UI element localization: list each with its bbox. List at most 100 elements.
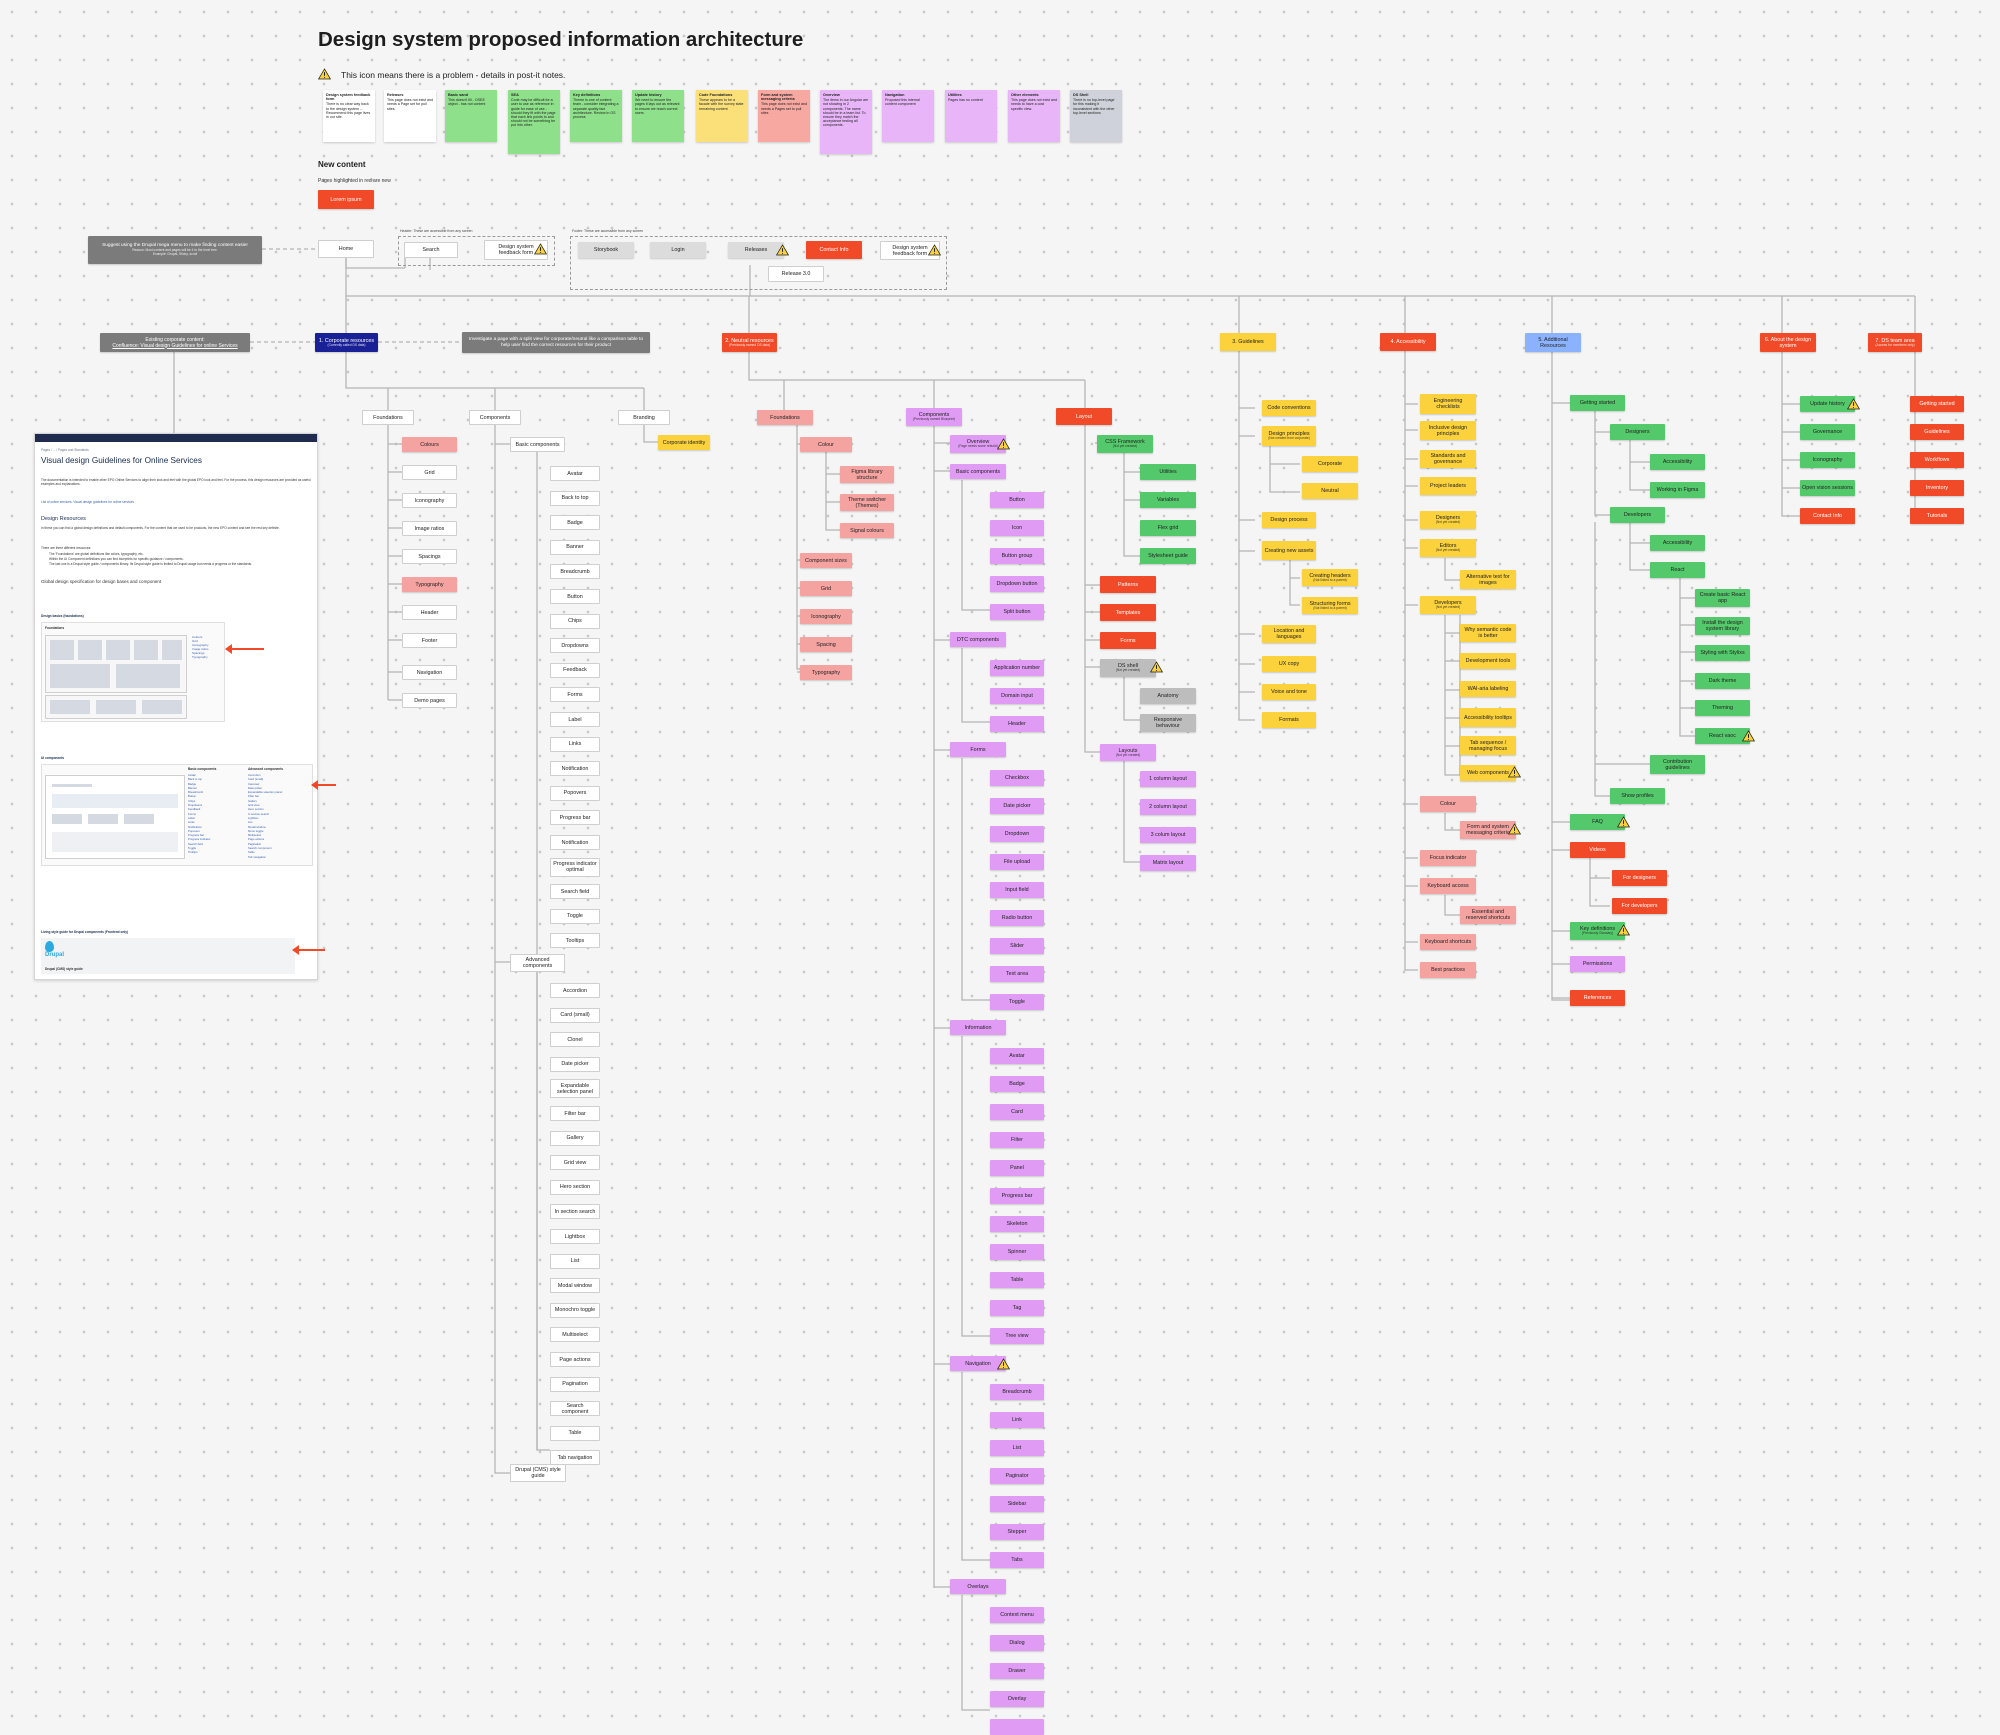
additional-getting-started[interactable]: Getting started	[1570, 395, 1625, 411]
layouts-item[interactable]: Matrix layout	[1140, 855, 1196, 871]
neutral-forms-item[interactable]: Radio button	[990, 910, 1044, 926]
neutral-information-item[interactable]: Tree view	[990, 1328, 1044, 1344]
neutral-foundation-item[interactable]: Typography	[800, 665, 852, 680]
sticky-note[interactable]: Navigation Proposed this internal content…	[882, 90, 934, 142]
corporate-foundation-item[interactable]: Typography	[402, 577, 457, 592]
corporate-foundation-item[interactable]: Demo pages	[402, 693, 457, 708]
accessibility-item[interactable]: Focus indicator	[1420, 850, 1476, 866]
corporate-basic-item[interactable]: Search field	[550, 884, 600, 900]
doc-list-item[interactable]: Dropdowns	[188, 803, 203, 808]
neutral-overview[interactable]: Overview (Page needs some rebuild)	[950, 435, 1006, 453]
corporate-advanced-item[interactable]: Clonel	[550, 1032, 600, 1048]
layout-item[interactable]: Forms	[1100, 632, 1156, 649]
doc-list-item[interactable]: Table	[248, 850, 255, 855]
accessibility-item[interactable]: Designers (Not yet created)	[1420, 511, 1476, 529]
corporate-advanced-item[interactable]: Tab navigation	[550, 1450, 600, 1466]
css-item[interactable]: Flex grid	[1140, 520, 1196, 536]
sticky-note[interactable]: DS Shell There is no top-level page for t…	[1070, 90, 1122, 142]
accessibility-item[interactable]: Project leaders	[1420, 477, 1476, 495]
neutral-information-item[interactable]: Skeleton	[990, 1216, 1044, 1232]
layouts-item[interactable]: 1 column layout	[1140, 771, 1196, 787]
doc-list-item[interactable]: Back to top	[188, 777, 202, 782]
neutral-forms[interactable]: Forms	[950, 742, 1006, 757]
corporate-advanced-item[interactable]: Gallery	[550, 1130, 600, 1146]
doc-list-item[interactable]: Expandable selection panel	[248, 790, 283, 795]
team-item[interactable]: Guidelines	[1910, 424, 1964, 440]
sticky-note[interactable]: Basic sand This doesn't fill - OSEE objec…	[445, 90, 497, 142]
corporate-advanced-item[interactable]: Page actions	[550, 1352, 600, 1367]
neutral-navigation-item[interactable]: Stepper	[990, 1524, 1044, 1540]
doc-list-item[interactable]: Carousel	[248, 781, 260, 786]
corporate-foundations[interactable]: Foundations	[362, 410, 414, 425]
sticky-note[interactable]: Form and system messaging criteria This p…	[758, 90, 810, 142]
guideline-sub-item[interactable]: Structuring forms (Not linked to a parent…	[1302, 597, 1358, 614]
additional-videos[interactable]: Videos	[1570, 842, 1625, 858]
corporate-advanced-item[interactable]: Search component	[550, 1401, 600, 1417]
releases-node[interactable]: Releases	[728, 242, 784, 258]
neutral-foundation-item[interactable]: Component sizes	[800, 553, 852, 568]
accessibility-item[interactable]: Standards and governance	[1420, 450, 1476, 468]
accessibility-item[interactable]: Best practices	[1420, 962, 1476, 978]
guideline-item[interactable]: Formats	[1262, 712, 1316, 728]
doc-list-item[interactable]: Hero section	[248, 807, 264, 812]
neutral-forms-item[interactable]: Input field	[990, 882, 1044, 898]
corporate-components[interactable]: Components	[469, 410, 521, 425]
neutral-information-item[interactable]: Filter	[990, 1132, 1044, 1148]
neutral-dtc-components[interactable]: DTC components	[950, 632, 1006, 647]
guideline-item[interactable]: Location and languages	[1262, 625, 1316, 643]
team-item[interactable]: Getting started	[1910, 396, 1964, 412]
guideline-sub-item[interactable]: Creating headers (Not linked to a parent)	[1302, 569, 1358, 586]
corporate-advanced-item[interactable]: Table	[550, 1425, 600, 1441]
react-item[interactable]: Dark theme	[1695, 673, 1750, 689]
doc-list-item[interactable]: List	[248, 820, 253, 825]
corporate-basic-item[interactable]: Forms	[550, 687, 600, 703]
additional-references[interactable]: References	[1570, 990, 1625, 1006]
neutral-information-item[interactable]: Avatar	[990, 1048, 1044, 1064]
corporate-advanced-item[interactable]: Card (small)	[550, 1007, 600, 1023]
accessibility-sub-item[interactable]: Form and system messaging criteria	[1460, 821, 1516, 839]
doc-list-item[interactable]: Button	[188, 794, 197, 799]
doc-list-item[interactable]: Gallery	[248, 798, 257, 803]
section-additional-resources[interactable]: 5. Additional Resources	[1525, 333, 1581, 352]
ds-shell-item[interactable]: Anatomy	[1140, 688, 1196, 704]
sticky-note[interactable]: Overview The items in our Angular are not…	[820, 90, 872, 154]
corporate-basic-item[interactable]: Label	[550, 712, 600, 727]
css-framework[interactable]: CSS Framework (Not yet created)	[1097, 435, 1153, 453]
doc-list-item[interactable]: Badge	[188, 781, 197, 786]
doc-list-item[interactable]: Toggle	[188, 846, 197, 851]
corporate-basic-item[interactable]: Badge	[550, 515, 600, 531]
neutral-forms-item[interactable]: Slider	[990, 938, 1044, 954]
doc-list-item[interactable]: Forms	[188, 811, 196, 816]
corporate-advanced-item[interactable]: List	[550, 1253, 600, 1269]
corporate-advanced-item[interactable]: Lightbox	[550, 1229, 600, 1244]
doc-list-item[interactable]: Breadcrumb	[188, 790, 204, 795]
accessibility-item[interactable]: Colour	[1420, 796, 1476, 812]
neutral-colour-item[interactable]: Theme switcher (Themes)	[840, 494, 894, 511]
sticky-note[interactable]: Releases This page does not exist and nee…	[384, 90, 436, 142]
section-accessibility[interactable]: 4. Accessibility	[1380, 333, 1436, 351]
corporate-advanced-item[interactable]: Pagination	[550, 1376, 600, 1392]
corporate-basic-item[interactable]: Dropdowns	[550, 638, 600, 654]
section-neutral-resources[interactable]: 2. Neutral resources (Previously named DS…	[722, 333, 777, 352]
guideline-item[interactable]: Design process	[1262, 512, 1316, 528]
team-item[interactable]: Inventory	[1910, 480, 1964, 496]
corporate-advanced-item[interactable]: Accordion	[550, 983, 600, 998]
accessibility-item[interactable]: Developers (Not yet created)	[1420, 596, 1476, 614]
guideline-item[interactable]: UX copy	[1262, 656, 1316, 672]
neutral-navigation-item[interactable]: Breadcrumb	[990, 1384, 1044, 1400]
doc-list-item[interactable]: Search field	[188, 841, 203, 846]
doc-list-item[interactable]: Multiselect	[248, 833, 262, 838]
section-ds-team-area[interactable]: 7. DS team area (Access for members only)	[1868, 333, 1922, 352]
accessibility-sub-item[interactable]: Why semantic code is better	[1460, 624, 1516, 642]
storybook-node[interactable]: Storybook	[578, 242, 634, 258]
feedback-form-node[interactable]: Design system feedback form	[484, 240, 548, 260]
neutral-overlays-item[interactable]: Context menu	[990, 1607, 1044, 1623]
key-definitions[interactable]: Key definitions (Previously Glossary)	[1570, 922, 1625, 940]
layouts[interactable]: Layouts (Not yet created)	[1100, 744, 1156, 761]
show-profiles[interactable]: Show profiles	[1610, 788, 1665, 804]
corporate-advanced-item[interactable]: In section search	[550, 1204, 600, 1220]
neutral-forms-item[interactable]: Toggle	[990, 994, 1044, 1010]
about-item[interactable]: Iconography	[1800, 452, 1855, 468]
corporate-advanced-item[interactable]: Monochro toggle	[550, 1302, 600, 1318]
react-item[interactable]: Create basic React app	[1695, 589, 1750, 607]
